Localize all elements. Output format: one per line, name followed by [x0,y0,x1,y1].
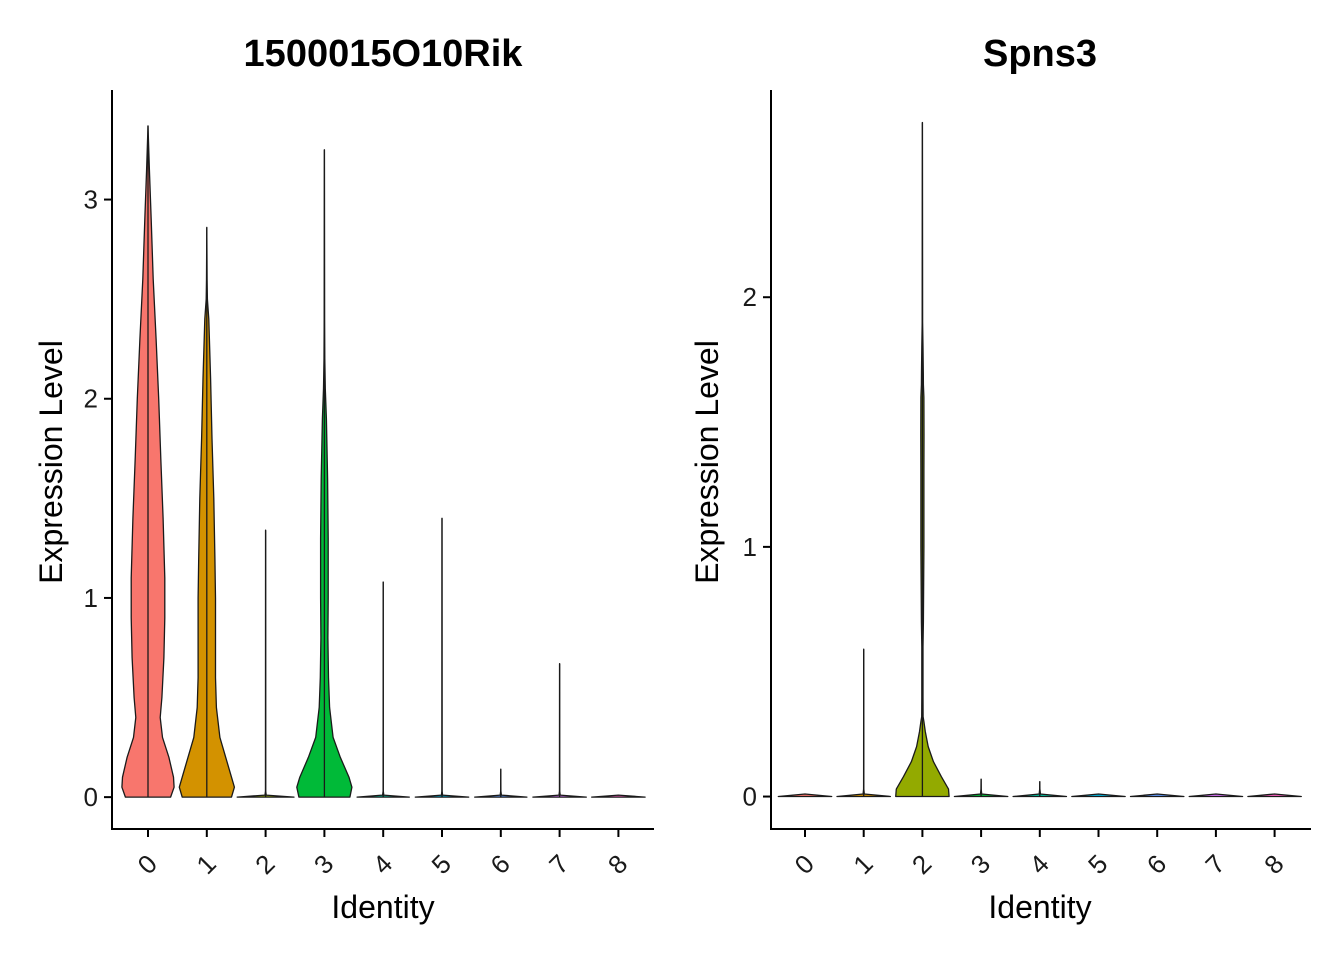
violin-group [777,121,1302,798]
x-tick-label: 5 [1082,849,1113,880]
violin-8 [1247,793,1302,798]
x-tick-label: 7 [543,849,574,880]
y-axis-title: Expression Level [33,340,69,584]
x-tick-label: 6 [484,849,515,880]
x-tick-label: 4 [367,849,398,880]
y-tick-label: 1 [743,532,757,562]
x-tick-label: 5 [426,849,457,880]
x-tick-label: 3 [308,849,339,880]
chart-title: Spns3 [983,33,1097,75]
violin-5 [1071,793,1126,798]
x-axis-title: Identity [988,889,1091,925]
y-tick-label: 2 [84,384,98,414]
violin-8 [591,794,646,798]
x-axis-title: Identity [331,889,434,925]
chart-title: 1500015O10Rik [244,33,524,75]
y-tick-label: 3 [84,185,98,215]
y-axis-title: Expression Level [689,340,725,584]
y-tick-label: 2 [743,282,757,312]
x-tick-label: 3 [965,849,996,880]
x-tick-label: 8 [602,849,633,880]
y-tick-group: 0 1 2 [743,282,771,812]
x-tick-label: 1 [847,849,878,880]
x-tick-label: 2 [249,849,280,880]
x-tick-label: 1 [190,849,221,880]
x-tick-label: 0 [789,849,820,880]
x-tick-label: 0 [132,849,163,880]
y-tick-label: 1 [84,583,98,613]
y-tick-group: 0 1 2 3 [84,185,112,812]
violin-group [121,125,646,798]
violin-7 [1188,793,1244,798]
x-tick-label: 6 [1141,849,1172,880]
x-tick-label: 8 [1258,849,1289,880]
violin-0 [777,793,833,798]
y-tick-label: 0 [743,782,757,812]
y-tick-label: 0 [84,782,98,812]
x-tick-label: 4 [1023,849,1054,880]
violin-6 [1129,793,1185,798]
x-tick-label: 7 [1199,849,1230,880]
x-tick-label: 2 [906,849,937,880]
